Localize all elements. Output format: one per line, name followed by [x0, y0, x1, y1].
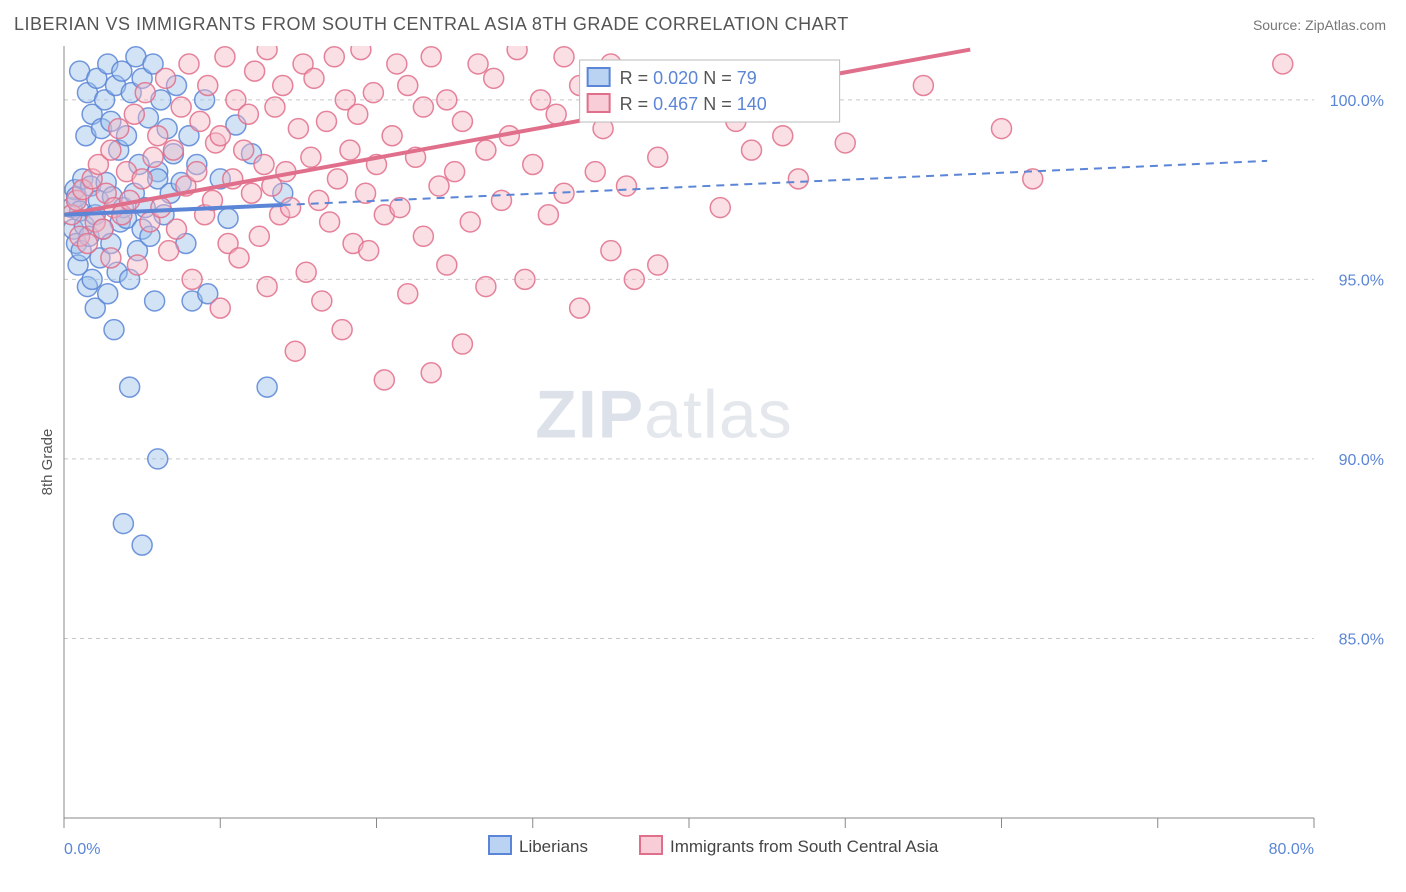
source-label: Source: ZipAtlas.com — [1253, 17, 1386, 33]
svg-text:100.0%: 100.0% — [1330, 93, 1384, 110]
svg-text:Liberians: Liberians — [519, 837, 588, 856]
svg-text:R = 0.467 N = 140: R = 0.467 N = 140 — [620, 94, 767, 114]
svg-text:90.0%: 90.0% — [1339, 452, 1384, 469]
svg-text:0.0%: 0.0% — [64, 841, 100, 858]
correlation-scatter-chart: ZIPatlas 0.0% 80.0% 85.0% 90.0% 95.0% 100.0% R … — [14, 46, 1392, 878]
svg-text:R = 0.020 N = 79: R = 0.020 N = 79 — [620, 68, 757, 88]
svg-text:85.0%: 85.0% — [1339, 631, 1384, 648]
svg-text:Immigrants from South Central: Immigrants from South Central Asia — [670, 837, 939, 856]
chart-title: LIBERIAN VS IMMIGRANTS FROM SOUTH CENTRA… — [14, 14, 849, 35]
svg-text:80.0%: 80.0% — [1269, 841, 1314, 858]
svg-text:95.0%: 95.0% — [1339, 272, 1384, 289]
y-axis-label: 8th Grade — [39, 429, 56, 496]
svg-text:ZIPatlas: ZIPatlas — [535, 376, 792, 452]
